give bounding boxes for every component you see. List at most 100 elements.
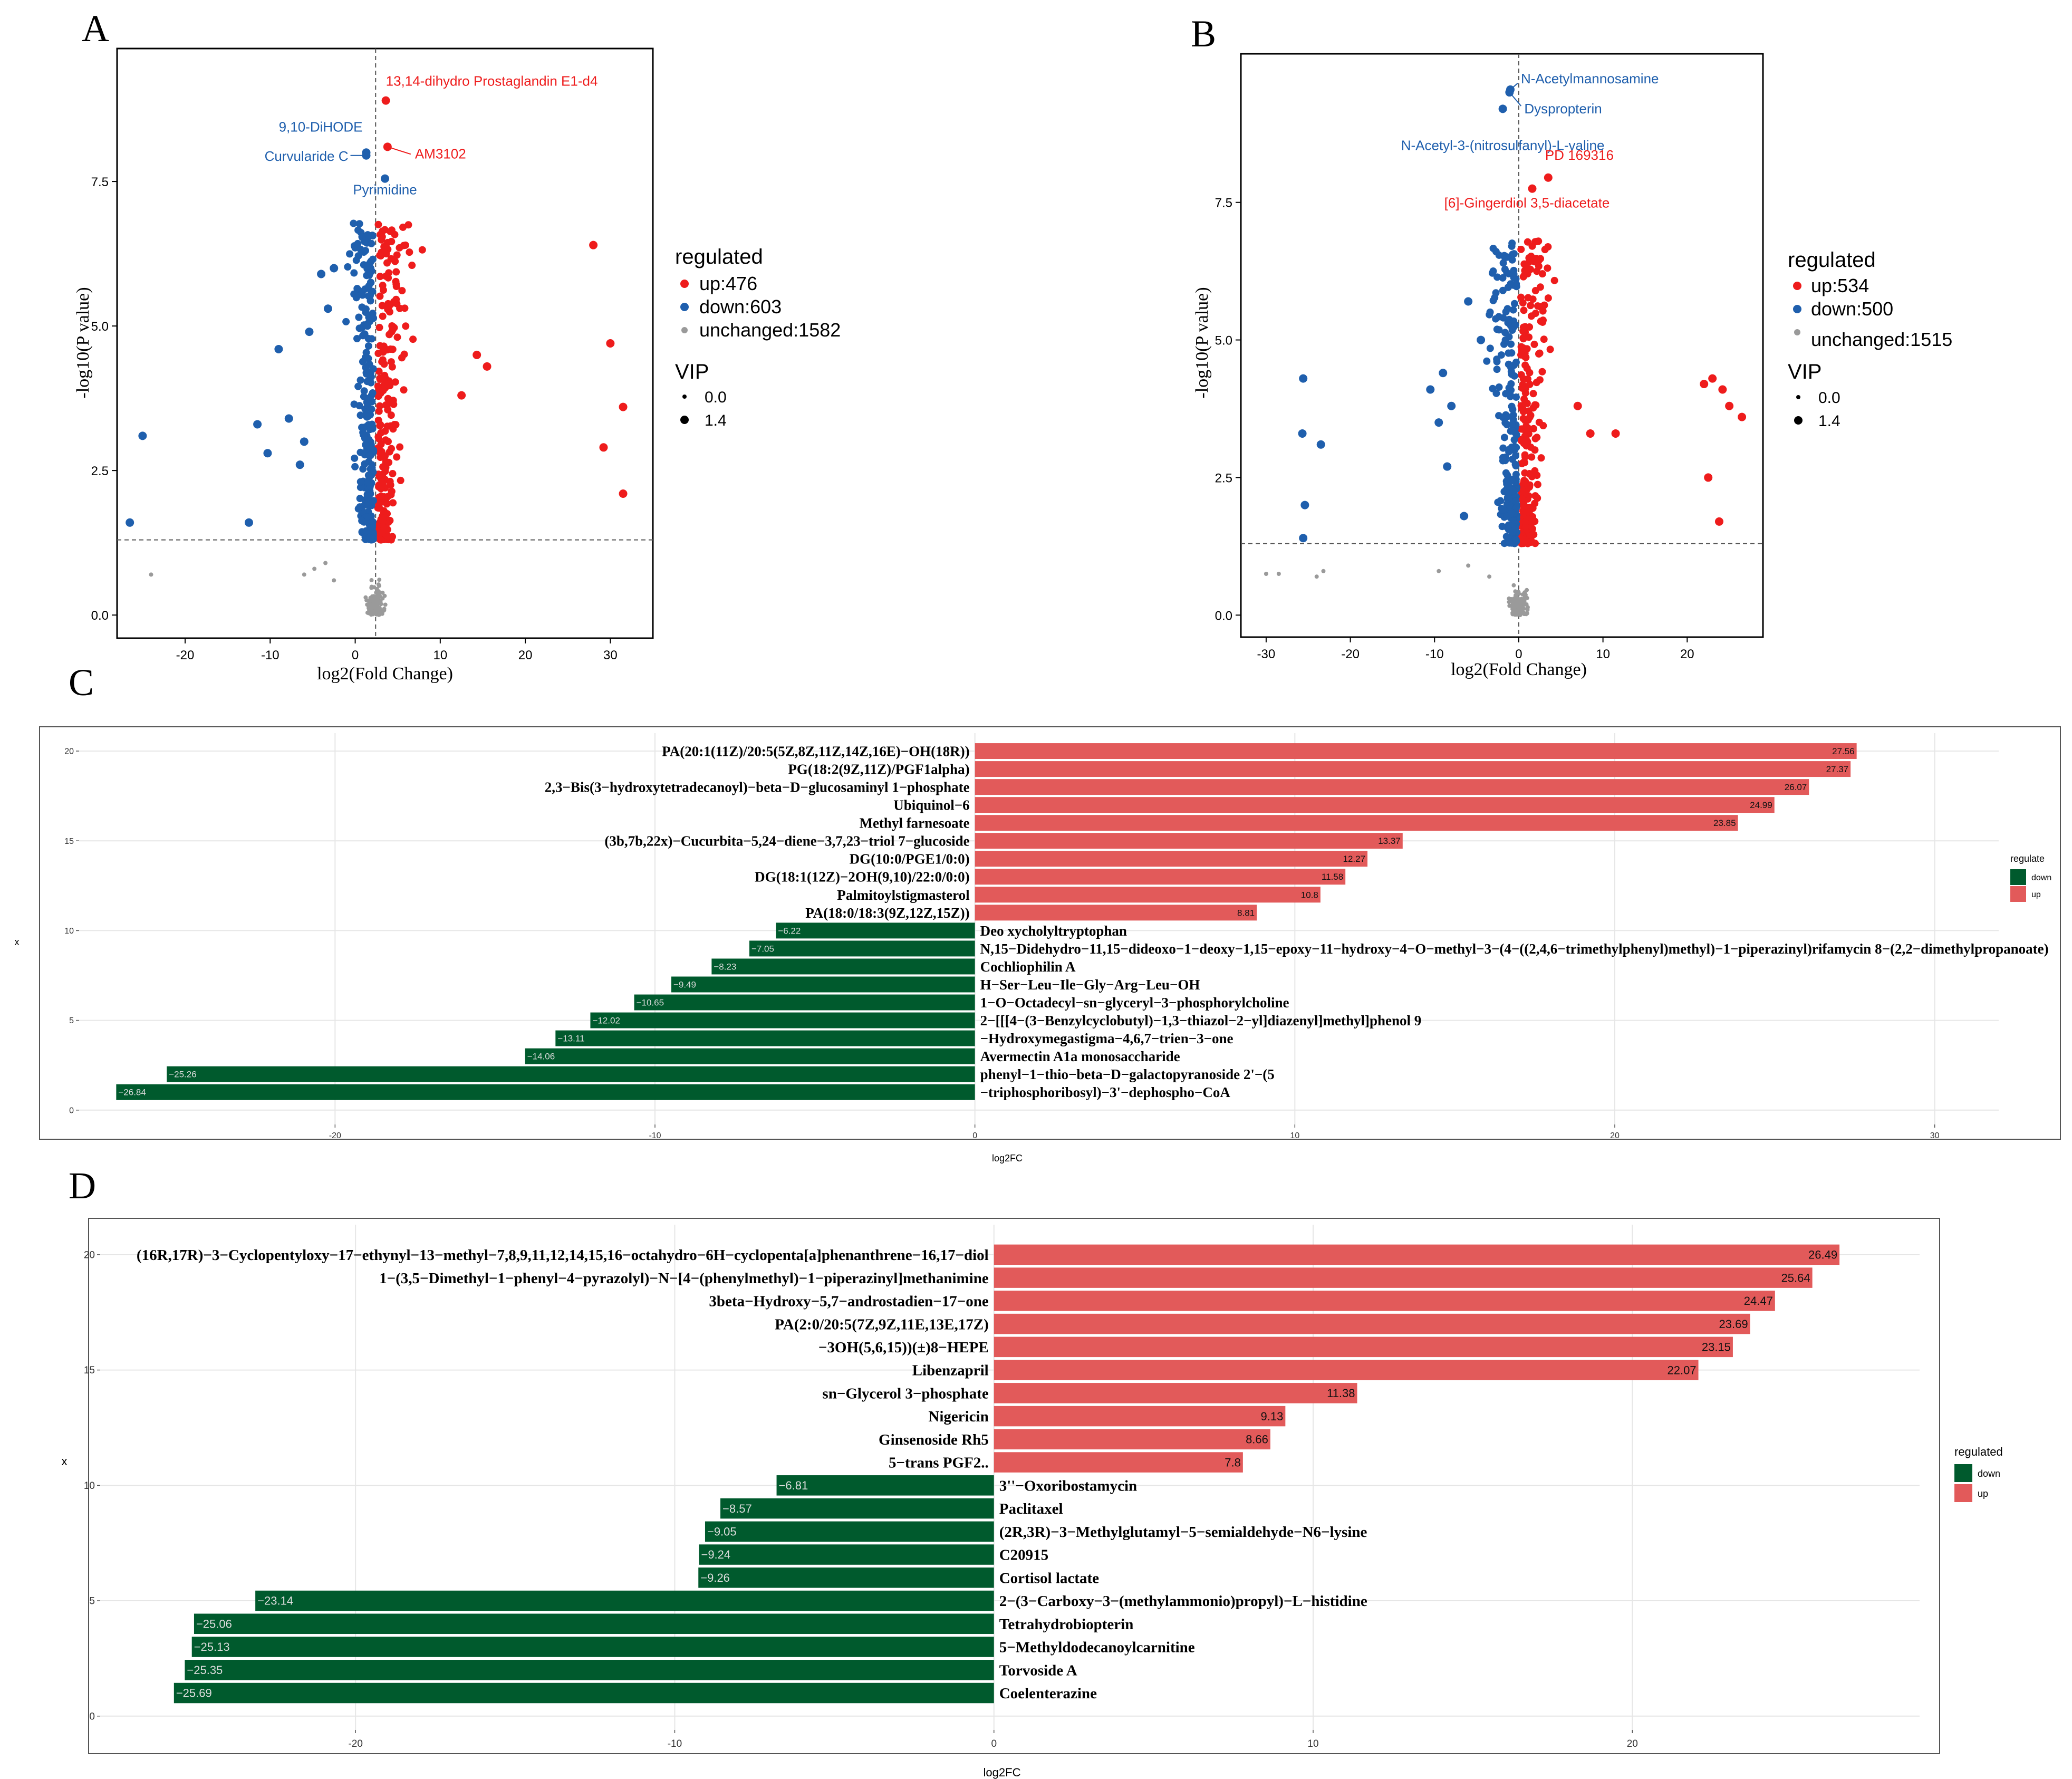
panel-c-frame bbox=[39, 726, 2061, 1140]
panel-d-ylabel: x bbox=[62, 1455, 68, 1468]
panel-c-legend-up: up bbox=[2031, 890, 2041, 899]
a-point-unchanged bbox=[373, 609, 378, 614]
panel-d-legend-title: regulated bbox=[1954, 1445, 2003, 1458]
panel-c-bars: 27.56 27.37 26.07 24.99 23.85 13.37 12.2711.58… bbox=[116, 743, 1857, 1100]
b-point-up bbox=[1517, 351, 1525, 359]
d-ytick-label: 5 bbox=[89, 1596, 95, 1607]
a-point-down bbox=[354, 239, 362, 247]
b-point-up bbox=[1535, 418, 1543, 426]
b-point-up bbox=[1527, 302, 1535, 310]
b-point-down bbox=[1492, 248, 1500, 256]
a-annotation-label: Pyrimidine bbox=[353, 182, 417, 198]
d-xtick-label: 0 bbox=[991, 1738, 997, 1749]
b-point-down bbox=[1510, 300, 1518, 307]
d-bar-down bbox=[705, 1521, 994, 1542]
panel-a-size-large: 1.4 bbox=[705, 412, 727, 429]
d-category-label: 5−Methyldodecanoylcarnitine bbox=[999, 1639, 1195, 1656]
b-annotated-point bbox=[1544, 173, 1553, 182]
b-point-down bbox=[1505, 384, 1513, 392]
c-category-label: −triphosphoribosyl)−3'−dephospho−CoA bbox=[980, 1084, 1231, 1100]
d-bar-up bbox=[994, 1383, 1357, 1403]
a-point-down bbox=[360, 424, 368, 431]
b-annotated-point bbox=[1498, 104, 1507, 113]
c-bar-up bbox=[975, 869, 1346, 885]
b-point-down bbox=[1460, 512, 1469, 521]
b-point-up bbox=[1518, 384, 1526, 392]
b-point-down bbox=[1499, 286, 1507, 294]
b-point-down bbox=[1477, 335, 1486, 344]
b-xtick-label: -30 bbox=[1257, 647, 1276, 661]
a-point-down bbox=[364, 395, 372, 402]
a-point-up bbox=[400, 350, 408, 358]
a-point-down bbox=[342, 318, 350, 325]
b-point-up bbox=[1526, 413, 1534, 421]
a-point-up bbox=[400, 386, 408, 394]
panel-b-ylabel: -log10(P value) bbox=[1192, 287, 1212, 398]
a-point-up bbox=[377, 530, 384, 537]
a-annotation-label: 13,14-dihydro Prostaglandin E1-d4 bbox=[386, 73, 598, 89]
a-point-up bbox=[391, 257, 399, 265]
panel-letter-d: D bbox=[69, 1165, 96, 1207]
b-point-down bbox=[1493, 355, 1501, 363]
c-xtick-label: 30 bbox=[1930, 1131, 1940, 1140]
b-point-down bbox=[1508, 349, 1516, 357]
c-bar-down bbox=[116, 1084, 975, 1100]
a-point-up bbox=[374, 417, 382, 425]
d-bar-value: −25.35 bbox=[187, 1663, 223, 1677]
b-point-down bbox=[1439, 369, 1448, 378]
a-point-down bbox=[367, 512, 375, 520]
b-point-up bbox=[1519, 323, 1527, 331]
a-point-up bbox=[377, 492, 385, 500]
d-bar-down bbox=[776, 1475, 994, 1496]
c-category-label: Ubiquinol−6 bbox=[893, 797, 969, 813]
b-point-down bbox=[1505, 521, 1512, 529]
c-ytick-label: 0 bbox=[69, 1106, 74, 1115]
b-point-up bbox=[1522, 422, 1530, 430]
a-point-up bbox=[401, 241, 409, 249]
b-point-unchanged bbox=[1522, 599, 1527, 603]
panel-c-ylabel: x bbox=[15, 937, 20, 947]
c-bar-value: 26.07 bbox=[1785, 782, 1807, 792]
a-point-down bbox=[364, 472, 372, 479]
b-xtick-label: 0 bbox=[1515, 647, 1522, 661]
b-point-up bbox=[1523, 364, 1531, 372]
b-point-up bbox=[1526, 265, 1534, 273]
c-xtick-label: -20 bbox=[329, 1131, 341, 1140]
b-point-down bbox=[1508, 370, 1516, 378]
a-point-up bbox=[384, 438, 392, 446]
d-category-label: 1−(3,5−Dimethyl−1−phenyl−4−pyrazolyl)−N−… bbox=[379, 1270, 989, 1287]
b-point-down bbox=[1298, 429, 1307, 438]
b-point-up bbox=[1521, 536, 1529, 544]
d-bar-value: 26.49 bbox=[1808, 1248, 1837, 1262]
a-point-up bbox=[457, 391, 466, 400]
b-point-up bbox=[1519, 273, 1527, 281]
a-point-up bbox=[381, 467, 389, 475]
d-bar-value: −6.81 bbox=[779, 1479, 808, 1492]
a-ytick-label: 0.0 bbox=[91, 609, 109, 623]
a-point-up bbox=[409, 335, 417, 343]
b-point-down bbox=[1512, 536, 1520, 544]
panel-d-category-labels: (16R,17R)−3−Cyclopentyloxy−17−ethynyl−13… bbox=[137, 1247, 1367, 1702]
c-bar-down bbox=[711, 958, 975, 975]
a-point-up bbox=[396, 443, 404, 451]
a-point-unchanged bbox=[382, 608, 387, 613]
b-point-up bbox=[1541, 246, 1549, 254]
c-bar-up bbox=[975, 833, 1403, 849]
a-point-up bbox=[383, 259, 391, 267]
b-point-unchanged bbox=[1522, 590, 1527, 595]
a-point-down bbox=[362, 441, 370, 449]
b-annotation-leader bbox=[1510, 83, 1518, 90]
b-point-up bbox=[1531, 446, 1539, 454]
b-annotation-label: N-Acetyl-3-(nitrosulfanyl)-L-valine bbox=[1401, 137, 1605, 153]
d-bar-value: 8.66 bbox=[1246, 1433, 1268, 1446]
b-point-down bbox=[1512, 393, 1520, 401]
a-point-unchanged bbox=[369, 578, 374, 583]
a-point-unchanged bbox=[380, 590, 385, 595]
a-point-down bbox=[364, 354, 372, 362]
a-point-down bbox=[362, 363, 370, 371]
c-category-label: Palmitoylstigmasterol bbox=[837, 887, 970, 903]
d-bar-value: 22.07 bbox=[1667, 1363, 1696, 1377]
a-point-down bbox=[367, 278, 375, 286]
b-point-unchanged bbox=[1518, 600, 1522, 605]
d-bar-up bbox=[994, 1244, 1840, 1265]
